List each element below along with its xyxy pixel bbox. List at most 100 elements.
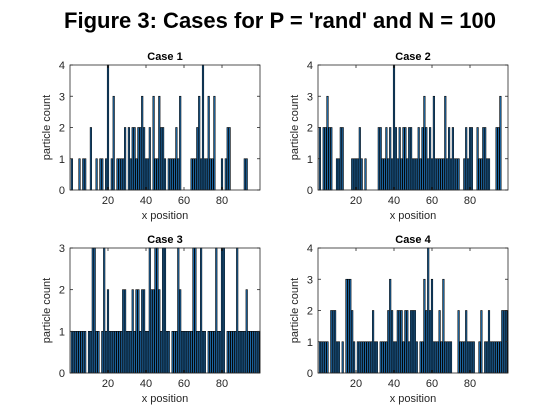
bar <box>232 331 235 374</box>
x-axis-label: x position <box>142 210 188 222</box>
bar <box>463 341 466 374</box>
subplot-2: 20 40 60 80 0 1 2 3 4 Case 2 x position particle co… <box>289 51 509 222</box>
x-tick-label: 20 <box>102 195 114 207</box>
bar <box>465 127 468 191</box>
bar <box>438 158 441 191</box>
bar <box>413 158 416 191</box>
bar <box>432 95 435 191</box>
bar <box>220 247 224 374</box>
bar <box>120 331 123 374</box>
bar <box>72 331 75 374</box>
bar <box>169 158 172 191</box>
bar <box>503 310 506 374</box>
bar <box>226 127 229 191</box>
bar <box>425 310 428 374</box>
bar <box>95 158 98 191</box>
bar <box>236 247 239 374</box>
bar <box>330 127 333 191</box>
bar <box>353 158 356 191</box>
bar <box>391 158 394 191</box>
bar <box>200 158 203 191</box>
bar <box>103 247 106 374</box>
bar <box>160 127 163 191</box>
bar <box>480 158 483 191</box>
bar <box>410 127 413 191</box>
bar <box>148 127 151 191</box>
bar <box>194 158 197 191</box>
bar <box>249 331 252 374</box>
bar <box>213 331 216 374</box>
bar <box>127 331 130 374</box>
bar <box>139 127 142 191</box>
bar <box>91 247 94 374</box>
bar <box>423 95 426 191</box>
bar <box>470 341 473 374</box>
bar <box>165 331 168 374</box>
bar <box>449 158 453 191</box>
bar <box>177 158 180 191</box>
bar <box>201 331 205 374</box>
bar <box>222 247 225 374</box>
bar <box>243 158 246 191</box>
bar <box>398 127 401 191</box>
bar <box>495 127 498 191</box>
bar <box>322 127 325 191</box>
bar <box>70 331 73 374</box>
bar <box>105 331 108 374</box>
bar <box>351 158 354 191</box>
bar <box>144 331 148 374</box>
bar <box>415 341 418 374</box>
bar <box>209 331 212 374</box>
bar <box>337 341 340 374</box>
bar <box>171 331 174 374</box>
bar <box>339 127 342 191</box>
bar <box>499 95 502 191</box>
bar <box>224 158 227 191</box>
bar <box>354 158 358 191</box>
bar <box>499 341 502 374</box>
y-tick-label: 1 <box>307 154 313 166</box>
bar <box>196 331 199 374</box>
bar <box>379 341 382 374</box>
bar <box>438 310 441 374</box>
bar <box>139 331 142 374</box>
bar <box>255 331 258 374</box>
bar <box>89 331 92 374</box>
bar <box>330 310 333 374</box>
bar <box>345 278 348 374</box>
y-tick-label: 3 <box>59 91 65 103</box>
bar <box>404 310 407 374</box>
bar <box>493 341 496 374</box>
bar <box>239 331 243 374</box>
bar <box>163 247 167 374</box>
bar <box>95 331 98 374</box>
bar <box>141 289 144 374</box>
bar <box>392 64 396 191</box>
y-tick-label: 4 <box>307 60 313 72</box>
bar <box>402 127 405 191</box>
bar <box>192 158 195 191</box>
bar <box>442 158 445 191</box>
y-tick-label: 1 <box>59 326 65 338</box>
bar <box>480 310 483 374</box>
bar <box>101 158 104 191</box>
bar <box>112 95 115 191</box>
subplot-title: Case 1 <box>147 51 182 63</box>
bar <box>141 95 144 191</box>
bar <box>465 310 468 374</box>
bar <box>241 331 244 374</box>
bar <box>442 278 445 374</box>
bar <box>320 341 323 374</box>
y-tick-label: 0 <box>59 185 65 197</box>
bar <box>143 289 146 374</box>
bar <box>463 158 466 191</box>
bar <box>349 278 352 374</box>
bar <box>425 127 428 191</box>
bar <box>167 331 170 374</box>
x-tick-label: 80 <box>464 378 476 390</box>
bar <box>215 247 218 374</box>
x-tick-label: 20 <box>102 378 114 390</box>
bar <box>245 289 248 374</box>
bar <box>351 310 354 374</box>
